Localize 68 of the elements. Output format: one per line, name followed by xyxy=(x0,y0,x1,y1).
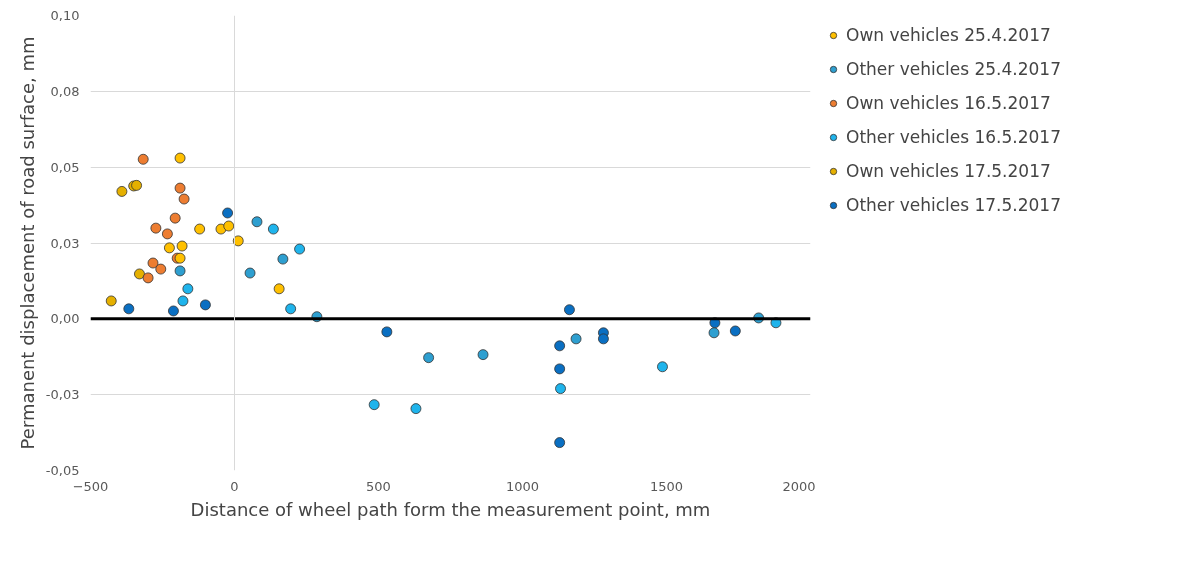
point xyxy=(174,152,186,164)
point xyxy=(200,299,211,311)
y-tick-label: 0,10 xyxy=(50,8,80,23)
point xyxy=(162,228,173,240)
point xyxy=(294,243,305,255)
point xyxy=(368,399,380,411)
point xyxy=(410,403,422,415)
point xyxy=(423,352,435,364)
point xyxy=(657,361,668,373)
x-tick-label: 2000 xyxy=(782,478,816,494)
y-axis-title: Permanent displacement of road surface, mm xyxy=(16,36,38,450)
point xyxy=(267,223,279,235)
point xyxy=(570,333,582,345)
point xyxy=(150,222,162,234)
point xyxy=(232,235,244,247)
point xyxy=(182,283,194,295)
point xyxy=(554,363,566,375)
point xyxy=(555,383,566,394)
point xyxy=(381,326,393,338)
y-tick-label: -0,05 xyxy=(45,463,80,478)
legend-label: Other vehicles 17.5.2017 xyxy=(846,195,1061,215)
point xyxy=(137,153,149,165)
point xyxy=(285,303,297,315)
point xyxy=(222,207,233,219)
x-tick-label: 500 xyxy=(366,478,391,494)
x-tick-label: 1500 xyxy=(649,478,684,494)
legend-label: Own vehicles 16.5.2017 xyxy=(846,93,1051,113)
point xyxy=(194,223,206,235)
point xyxy=(244,267,256,279)
point xyxy=(176,240,188,252)
point xyxy=(174,182,186,194)
legend-label: Own vehicles 25.4.2017 xyxy=(846,25,1051,45)
point xyxy=(554,340,566,352)
point xyxy=(598,333,609,345)
point xyxy=(105,295,117,307)
point xyxy=(251,216,263,228)
point xyxy=(729,325,741,337)
legend-label: Other vehicles 16.5.2017 xyxy=(846,127,1061,147)
y-tick-label: 0,08 xyxy=(50,83,80,99)
x-tick-label: 1000 xyxy=(505,478,540,494)
x-axis-title: Distance of wheel path form the measurement point, mm xyxy=(190,498,711,520)
point xyxy=(155,263,167,275)
point xyxy=(169,212,181,224)
point xyxy=(277,253,289,265)
point xyxy=(147,257,159,269)
point xyxy=(564,304,575,316)
legend-label: Own vehicles 17.5.2017 xyxy=(846,161,1051,181)
point xyxy=(273,283,285,295)
point xyxy=(134,268,145,280)
point xyxy=(164,242,175,254)
point xyxy=(174,265,186,277)
point xyxy=(116,186,128,197)
point xyxy=(554,437,566,448)
point xyxy=(142,272,154,284)
x-tick-label: −500 xyxy=(72,478,109,494)
point xyxy=(178,193,190,205)
y-tick-label: 0,00 xyxy=(50,311,80,327)
y-tick-label: 0,05 xyxy=(50,159,80,175)
point xyxy=(477,349,489,361)
legend-label: Other vehicles 25.4.2017 xyxy=(846,59,1061,79)
point xyxy=(223,220,235,232)
x-tick-label: 0 xyxy=(230,478,239,494)
point xyxy=(708,327,720,339)
y-tick-label: -0,03 xyxy=(45,387,80,403)
point xyxy=(168,305,179,317)
point xyxy=(177,295,189,307)
y-tick-label: 0,03 xyxy=(50,235,80,251)
point xyxy=(123,303,135,315)
